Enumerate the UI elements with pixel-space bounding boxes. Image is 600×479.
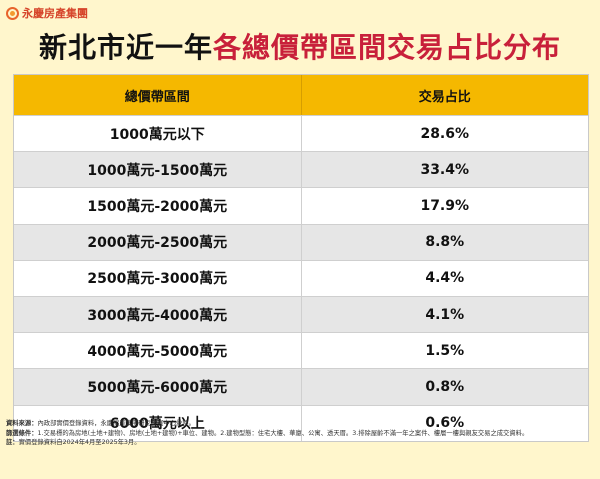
- table-row: 2000萬元-2500萬元 8.8%: [14, 223, 588, 260]
- table-row: 3000萬元-4000萬元 4.1%: [14, 295, 588, 333]
- footnote-source-label: 資料來源：: [6, 420, 38, 427]
- cell-share: 0.6%: [425, 415, 465, 432]
- page-title: 新北市近一年各總價帶區間交易占比分布: [0, 26, 600, 66]
- cell-price-range: 1000萬元-1500萬元: [14, 152, 302, 188]
- cell-price-range: 3000萬元-4000萬元: [14, 296, 302, 333]
- cell-price-range: 4000萬元-5000萬元: [14, 333, 302, 369]
- footnote-filter-label: 篩選條件：: [6, 429, 38, 437]
- cell-price-range: 6000萬元以上: [14, 405, 302, 441]
- cell-share: 28.6%: [420, 125, 470, 142]
- cell-price-range: 1000萬元以下: [14, 116, 302, 152]
- table-row: 1500萬元-2000萬元 17.9%: [14, 187, 588, 224]
- brand-logo: 永慶房產集團: [6, 5, 88, 21]
- cell-price-range: 2000萬元-2500萬元: [14, 224, 302, 260]
- header-price-range: 總價帶區間: [14, 75, 302, 115]
- table-row: 1000萬元-1500萬元 33.4%: [14, 151, 588, 188]
- footnote-note: 註：實價登錄資料自2024年4月至2025年3月。: [6, 438, 596, 448]
- table-row: 1000萬元以下 28.6%: [14, 115, 588, 152]
- footnotes: 資料來源：內政部實價登錄資料，永慶房產集團研究發展中心彙整。 篩選條件：1.交易…: [6, 419, 596, 448]
- cell-share: 4.1%: [425, 306, 465, 323]
- table-row: 5000萬元-6000萬元 0.8%: [14, 368, 588, 405]
- cell-share: 1.5%: [425, 342, 465, 359]
- table-row: 2500萬元-3000萬元 4.4%: [14, 259, 588, 296]
- page-title-part1: 新北市近一年: [38, 31, 213, 64]
- footnote-source-text: 內政部實價登錄資料，永慶房產集團研究發展中心彙整。: [37, 420, 195, 427]
- cell-price-range: 2500萬元-3000萬元: [14, 260, 302, 296]
- cell-share: 17.9%: [420, 197, 470, 214]
- footnote-note-text: 實價登錄資料自2024年4月至2025年3月。: [18, 439, 141, 446]
- footnote-note-label: 註：: [6, 439, 19, 446]
- table-row: 4000萬元-5000萬元 1.5%: [14, 332, 588, 369]
- footnote-filter: 篩選條件：1.交易標的為房地(土地+建物)、房地(土地+建物)+車位、建物。2.…: [6, 429, 596, 439]
- cell-price-range: 1500萬元-2000萬元: [14, 188, 302, 224]
- cell-share: 0.8%: [425, 378, 465, 395]
- footnote-filter-text: 1.交易標的為房地(土地+建物)、房地(土地+建物)+車位、建物。2.建物型態：…: [37, 429, 529, 437]
- cell-share: 8.8%: [425, 234, 465, 251]
- header-share: 交易占比: [418, 89, 471, 105]
- price-range-table: 總價帶區間 交易占比 1000萬元以下 28.6% 1000萬元-1500萬元 …: [13, 74, 589, 442]
- cell-price-range: 5000萬元-6000萬元: [14, 369, 302, 405]
- table-header-row: 總價帶區間 交易占比: [14, 75, 588, 115]
- page-title-part2: 各總價帶區間交易占比分布: [213, 31, 562, 64]
- brand-logo-icon: [6, 6, 19, 20]
- cell-share: 4.4%: [425, 270, 465, 287]
- cell-share: 33.4%: [420, 161, 470, 178]
- footnote-source: 資料來源：內政部實價登錄資料，永慶房產集團研究發展中心彙整。: [6, 419, 596, 429]
- table-row: 6000萬元以上 0.6%: [14, 404, 588, 441]
- brand-logo-text: 永慶房產集團: [22, 7, 88, 20]
